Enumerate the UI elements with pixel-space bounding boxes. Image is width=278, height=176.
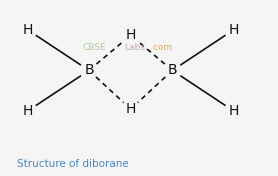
Text: B: B: [84, 63, 94, 77]
Text: Labs: Labs: [124, 43, 145, 52]
Text: H: H: [125, 28, 136, 42]
Text: H: H: [125, 102, 136, 116]
Text: H: H: [23, 23, 33, 37]
Text: H: H: [228, 23, 239, 37]
Text: .com: .com: [150, 43, 172, 52]
Text: Structure of diborane: Structure of diborane: [17, 159, 128, 169]
Text: H: H: [23, 104, 33, 118]
Text: B: B: [168, 63, 177, 77]
Text: H: H: [228, 104, 239, 118]
Text: CBSE: CBSE: [83, 43, 106, 52]
